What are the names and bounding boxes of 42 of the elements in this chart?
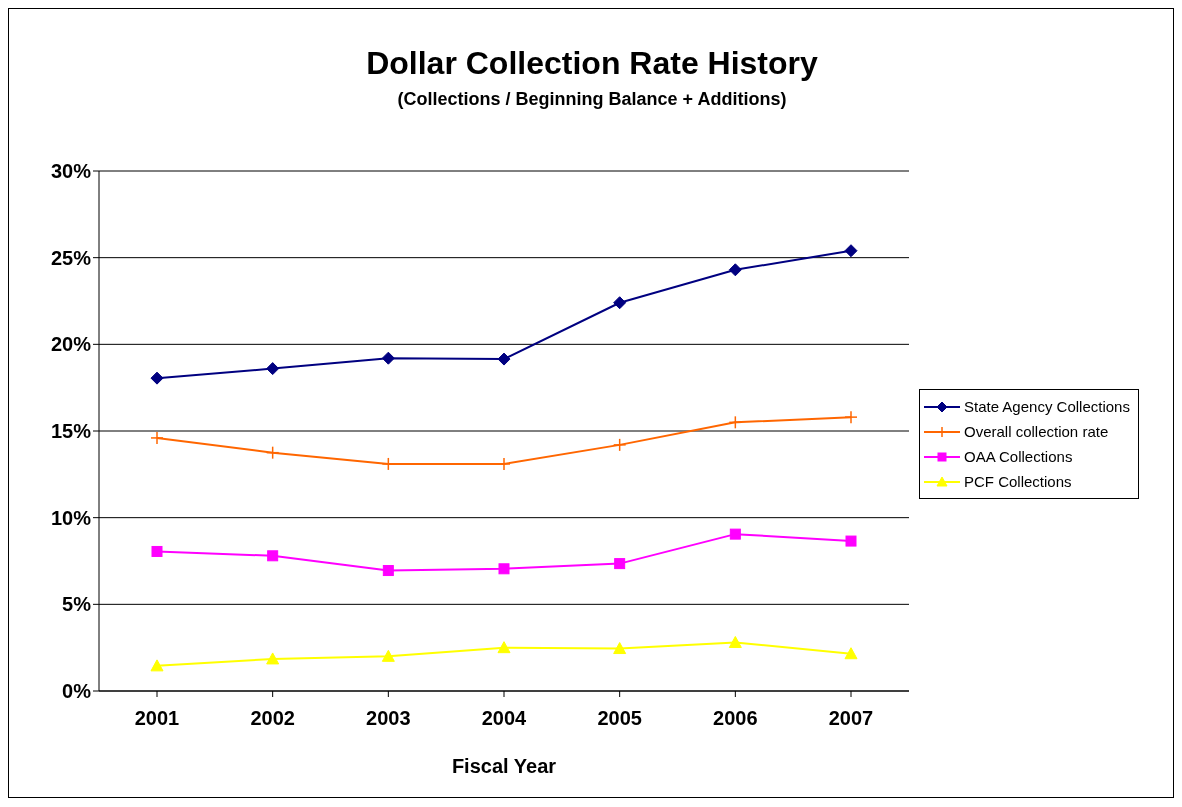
legend-label: State Agency Collections	[964, 398, 1130, 415]
point	[497, 641, 511, 654]
point	[613, 296, 627, 310]
y-tick-label: 10%	[50, 506, 92, 529]
point	[267, 550, 279, 562]
point	[497, 352, 511, 366]
point	[381, 649, 395, 662]
chart-title: Dollar Collection Rate History	[365, 45, 819, 82]
point	[613, 642, 627, 655]
legend-label: PCF Collections	[964, 473, 1072, 490]
point	[845, 535, 857, 547]
point	[729, 528, 741, 540]
x-tick-label: 2002	[250, 707, 295, 730]
point	[266, 362, 280, 376]
y-tick-label: 0%	[62, 680, 92, 703]
legend-label: Overall collection rate	[964, 423, 1109, 440]
x-tick-label: 2006	[713, 707, 758, 730]
legend-label: OAA Collections	[964, 448, 1073, 465]
y-tick-label: 30%	[50, 160, 92, 183]
point	[266, 652, 280, 665]
point	[844, 647, 858, 660]
y-tick-label: 25%	[50, 246, 92, 269]
point	[150, 659, 164, 672]
x-tick-label: 2001	[134, 707, 180, 730]
y-tick-label: 20%	[50, 333, 92, 356]
point	[728, 635, 742, 648]
point	[381, 351, 395, 365]
y-tick-label: 15%	[50, 420, 92, 443]
point	[151, 545, 163, 557]
x-axis-title: Fiscal Year	[451, 755, 557, 777]
chart-subtitle: (Collections / Beginning Balance + Additions)	[396, 89, 788, 110]
x-tick-label: 2004	[481, 707, 528, 730]
x-tick-label: 2007	[828, 707, 874, 730]
point	[614, 558, 626, 570]
point	[382, 565, 394, 577]
point	[844, 244, 858, 258]
point	[498, 563, 510, 575]
x-tick-label: 2005	[597, 707, 642, 730]
x-tick-label: 2003	[366, 707, 411, 730]
point	[728, 263, 742, 277]
point	[150, 371, 164, 385]
y-tick-label: 5%	[62, 593, 92, 616]
